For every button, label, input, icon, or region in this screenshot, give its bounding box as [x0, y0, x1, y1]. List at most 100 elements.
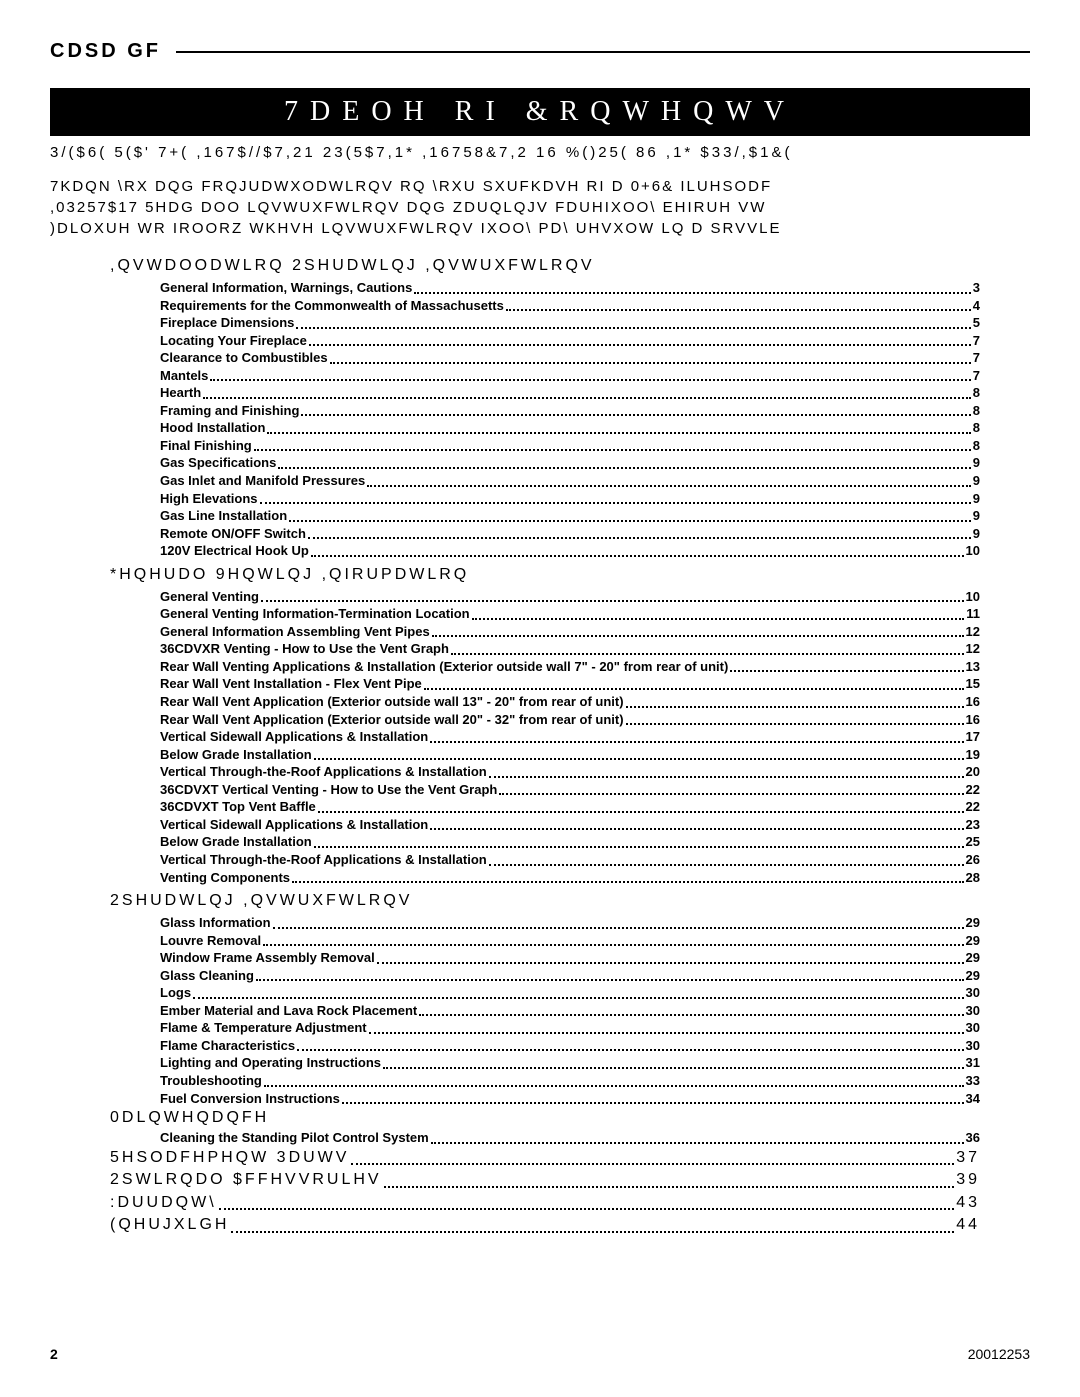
toc-entry: Vertical Sidewall Applications & Install… [160, 816, 980, 834]
toc-page: 12 [966, 640, 980, 658]
section-heading-label: 5HSODFHPHQW 3DUWV [110, 1147, 349, 1169]
toc-label: Gas Line Installation [160, 507, 287, 525]
section-heading: 2SHUDWLQJ ,QVWUXFWLRQV [110, 892, 1030, 910]
toc-label: Troubleshooting [160, 1072, 262, 1090]
toc-label: Flame & Temperature Adjustment [160, 1019, 367, 1037]
toc-label: Mantels [160, 367, 208, 385]
toc-label: High Elevations [160, 490, 258, 508]
toc-label: Rear Wall Vent Application (Exterior out… [160, 711, 624, 729]
toc-entry: High Elevations 9 [160, 490, 980, 508]
toc-label: Gas Specifications [160, 454, 276, 472]
toc-page: 7 [973, 367, 980, 385]
toc-label: Rear Wall Vent Installation - Flex Vent … [160, 675, 422, 693]
toc-entry: Cleaning the Standing Pilot Control Syst… [160, 1129, 980, 1147]
toc-label: Framing and Finishing [160, 402, 299, 420]
toc-label: General Information, Warnings, Cautions [160, 279, 412, 297]
toc-label: Below Grade Installation [160, 833, 312, 851]
toc-label: Ember Material and Lava Rock Placement [160, 1002, 417, 1020]
toc-entry: Venting Components28 [160, 869, 980, 887]
toc-entry: Rear Wall Vent Application (Exterior out… [160, 711, 980, 729]
toc-leader-dots [489, 864, 964, 866]
toc-entry: Rear Wall Vent Installation - Flex Vent … [160, 675, 980, 693]
toc-label: Rear Wall Vent Application (Exterior out… [160, 693, 624, 711]
toc-label: Locating Your Fireplace [160, 332, 307, 350]
toc-leader-dots [203, 397, 971, 399]
toc-page: 7 [973, 332, 980, 350]
intro-paragraph: 7KDQN \RX DQG FRQJUDWXODWLRQV RQ \RXU SX… [50, 176, 1030, 239]
toc-entry: 120V Electrical Hook Up 10 [160, 542, 980, 560]
toc-label: Vertical Through-the-Roof Applications &… [160, 851, 487, 869]
toc-entry: Ember Material and Lava Rock Placement 30 [160, 1002, 980, 1020]
toc-entry: Remote ON/OFF Switch9 [160, 525, 980, 543]
toc-leader-dots [351, 1163, 954, 1165]
toc-page: 19 [966, 746, 980, 764]
toc-page: 15 [966, 675, 980, 693]
toc-leader-dots [626, 706, 964, 708]
toc-leader-dots [256, 979, 964, 981]
toc-label: Clearance to Combustibles [160, 349, 328, 367]
toc-page: 22 [966, 798, 980, 816]
toc-page: 26 [966, 851, 980, 869]
section-heading: ,QVWDOODWLRQ 2SHUDWLQJ ,QVWUXFWLRQV [110, 257, 1030, 275]
toc-leader-dots [314, 846, 964, 848]
toc-entry: General Information Assembling Vent Pipe… [160, 623, 980, 641]
toc-label: 120V Electrical Hook Up [160, 542, 309, 560]
toc-leader-dots [626, 723, 964, 725]
toc-leader-dots [297, 1049, 963, 1051]
toc-page: 31 [966, 1054, 980, 1072]
toc-entry: Below Grade Installation19 [160, 746, 980, 764]
toc-page: 8 [973, 402, 980, 420]
section-heading: *HQHUDO 9HQWLQJ ,QIRUPDWLRQ [110, 566, 1030, 584]
toc-page: 9 [973, 454, 980, 472]
section-heading: 0DLQWHQDQFH [110, 1107, 1030, 1129]
toc-label: Glass Cleaning [160, 967, 254, 985]
toc-leader-dots [314, 758, 964, 760]
toc-label: Venting Components [160, 869, 290, 887]
toc-leader-dots [384, 1186, 955, 1188]
section-heading-label: (QHUJXLGH [110, 1214, 229, 1236]
toc-leader-dots [267, 432, 970, 434]
toc-leader-dots [419, 1014, 963, 1016]
toc-page: 16 [966, 711, 980, 729]
toc-page: 29 [966, 932, 980, 950]
toc-page: 7 [973, 349, 980, 367]
toc-label: General Venting Information-Termination … [160, 605, 470, 623]
toc-label: General Venting [160, 588, 259, 606]
toc-leader-dots [210, 379, 970, 381]
toc-page: 22 [966, 781, 980, 799]
toc-entry: Flame & Temperature Adjustment30 [160, 1019, 980, 1037]
toc-page: 34 [966, 1090, 980, 1108]
toc-entry: General Information, Warnings, Cautions 3 [160, 279, 980, 297]
toc-label: 36CDVXT Vertical Venting - How to Use th… [160, 781, 497, 799]
toc-page: 3 [973, 279, 980, 297]
toc-page: 17 [966, 728, 980, 746]
toc-section: Glass Information 29Louvre Removal29Windo… [160, 914, 980, 1107]
toc-page: 11 [966, 605, 980, 623]
toc-leader-dots [432, 635, 964, 637]
toc-page: 23 [966, 816, 980, 834]
toc-page: 30 [966, 1002, 980, 1020]
model-code: CDSD GF [50, 40, 161, 63]
section-heading-with-page: 5HSODFHPHQW 3DUWV37 [110, 1147, 980, 1169]
toc-page: 29 [966, 914, 980, 932]
toc-label: Glass Information [160, 914, 271, 932]
toc-page: 10 [966, 588, 980, 606]
toc-page: 9 [973, 490, 980, 508]
toc-leader-dots [193, 997, 963, 999]
toc-leader-dots [263, 944, 963, 946]
toc-page: 12 [966, 623, 980, 641]
toc-page: 10 [966, 542, 980, 560]
toc-leader-dots [730, 670, 963, 672]
toc-entry: Framing and Finishing 8 [160, 402, 980, 420]
toc-page: 44 [956, 1214, 980, 1236]
section-heading-with-page: 2SWLRQDO $FFHVVRULHV39 [110, 1169, 980, 1191]
toc-label: Hood Installation [160, 419, 265, 437]
toc-entry: Hood Installation8 [160, 419, 980, 437]
toc-entry: Below Grade Installation25 [160, 833, 980, 851]
toc-leader-dots [261, 600, 964, 602]
toc-entry: Louvre Removal29 [160, 932, 980, 950]
toc-label: Hearth [160, 384, 201, 402]
intro-line: 7KDQN \RX DQG FRQJUDWXODWLRQV RQ \RXU SX… [50, 176, 1030, 197]
toc-leader-dots [308, 537, 971, 539]
toc-label: Window Frame Assembly Removal [160, 949, 375, 967]
